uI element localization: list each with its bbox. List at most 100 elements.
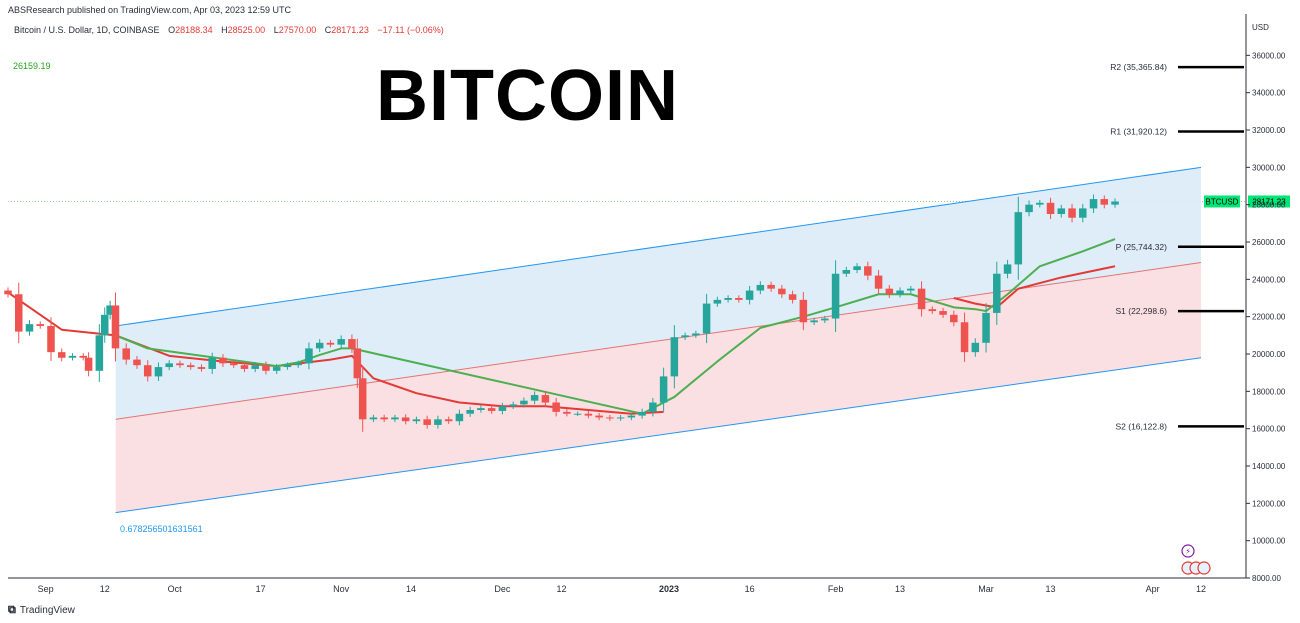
candle-body <box>950 314 958 323</box>
pivot-label-p: P (25,744.32) <box>1116 242 1168 252</box>
candle-body <box>778 288 786 295</box>
candle-body <box>305 348 313 364</box>
symbol-legend: Bitcoin / U.S. Dollar, 1D, COINBASE O281… <box>14 25 444 35</box>
candle-body <box>95 335 104 371</box>
candle-body <box>122 348 130 360</box>
overlay-icons: ⚡ <box>1181 544 1211 575</box>
candle-body <box>982 312 990 343</box>
candle-body <box>670 337 679 377</box>
candle-body <box>573 413 582 415</box>
x-tick-label: 17 <box>256 584 266 594</box>
candle-body <box>842 270 851 274</box>
candle-body <box>229 363 238 366</box>
candle-body <box>638 411 646 416</box>
moving-average-value: 26159.19 <box>13 61 51 71</box>
y-tick-label: 34000.00 <box>1252 89 1286 98</box>
candle-body <box>498 406 507 411</box>
y-tick-label: 30000.00 <box>1252 163 1286 172</box>
x-tick-label: Feb <box>828 584 844 594</box>
open-value: 28188.34 <box>175 25 213 35</box>
candle-body <box>745 290 754 300</box>
candle-body <box>197 367 206 369</box>
candle-body <box>423 419 431 425</box>
candle-body <box>874 275 883 289</box>
candle-body <box>294 363 302 366</box>
candle-body <box>391 417 399 420</box>
chart-title: BITCOIN <box>376 56 679 136</box>
candle-body <box>928 309 937 312</box>
channel-lower-line <box>115 357 1202 514</box>
x-tick-label: 2023 <box>659 584 679 594</box>
candle-body <box>283 365 292 368</box>
candle-body <box>380 417 388 420</box>
candle-body <box>1089 199 1098 209</box>
candle-body <box>627 415 636 418</box>
low-label: L <box>273 25 279 35</box>
candle-body <box>133 359 141 366</box>
candle-body <box>788 294 797 300</box>
x-tick-label: Nov <box>333 584 350 594</box>
lightning-glyph-icon: ⚡ <box>1185 547 1191 556</box>
axes: 8000.00 10000.00 12000.00 14000.00 16000.00 1… <box>8 14 1286 594</box>
candle-body <box>1068 208 1076 218</box>
symbol-badge-label: BTCUSD <box>1206 197 1239 206</box>
candle-body <box>541 395 550 403</box>
candle-body <box>649 402 657 412</box>
flag-icon <box>1197 561 1211 575</box>
candle-body <box>831 273 840 319</box>
candle-body <box>219 357 227 364</box>
candle-body <box>606 417 614 419</box>
candle-body <box>1079 208 1087 218</box>
candle-body <box>971 342 980 353</box>
candle-body <box>1025 204 1033 213</box>
candle-body <box>1111 201 1119 205</box>
candle-body <box>595 415 603 418</box>
y-tick-label: 14000.00 <box>1252 462 1286 471</box>
y-tick-label: 12000.00 <box>1252 499 1286 508</box>
candle-body <box>552 402 560 412</box>
candle-body <box>1036 202 1044 205</box>
candle-body <box>853 266 861 270</box>
candle-body <box>68 355 77 358</box>
candle-body <box>79 355 87 358</box>
candle-body <box>907 288 915 291</box>
candle-body <box>659 376 668 403</box>
candle-body <box>487 408 496 411</box>
candle-body <box>14 294 23 332</box>
lightning-icon <box>1181 544 1195 558</box>
candle-body <box>1003 264 1012 274</box>
candle-body <box>616 417 625 419</box>
candle-body <box>412 419 421 422</box>
symbol-badge <box>1204 195 1240 208</box>
candle-body <box>896 290 904 295</box>
close-label: C <box>324 25 332 35</box>
x-tick-label: 13 <box>895 584 905 594</box>
candle-body <box>208 357 216 369</box>
candle-body <box>358 378 367 420</box>
candle-body <box>1100 199 1109 205</box>
candle-body <box>240 365 249 369</box>
pivot-label-s2: S2 (16,122.8) <box>1115 421 1167 431</box>
candle-body <box>326 342 335 345</box>
candle-body <box>692 333 700 336</box>
candle-body <box>369 417 378 420</box>
y-tick-label: 18000.00 <box>1252 387 1286 396</box>
candle-body <box>509 404 517 407</box>
candle-body <box>939 311 947 315</box>
symbol-name: Bitcoin / U.S. Dollar, 1D, COINBASE <box>14 25 160 35</box>
candle-body <box>520 400 528 405</box>
candle-body <box>143 365 152 377</box>
y-tick-label: 10000.00 <box>1252 537 1286 546</box>
candle-body <box>477 408 485 410</box>
price-badge-label: 28171.23 <box>1252 197 1286 206</box>
candle-body <box>917 288 926 310</box>
pivot-label-s1: S1 (22,298.6) <box>1115 306 1167 316</box>
candle-body <box>57 352 66 358</box>
change-value: −17.11 (−0.06%) <box>377 25 444 35</box>
y-tick-label: 26000.00 <box>1252 238 1286 247</box>
candle-body <box>1057 208 1066 214</box>
candle-body <box>864 266 872 276</box>
low-value: 27570.00 <box>278 25 317 35</box>
candle-body <box>466 410 474 414</box>
